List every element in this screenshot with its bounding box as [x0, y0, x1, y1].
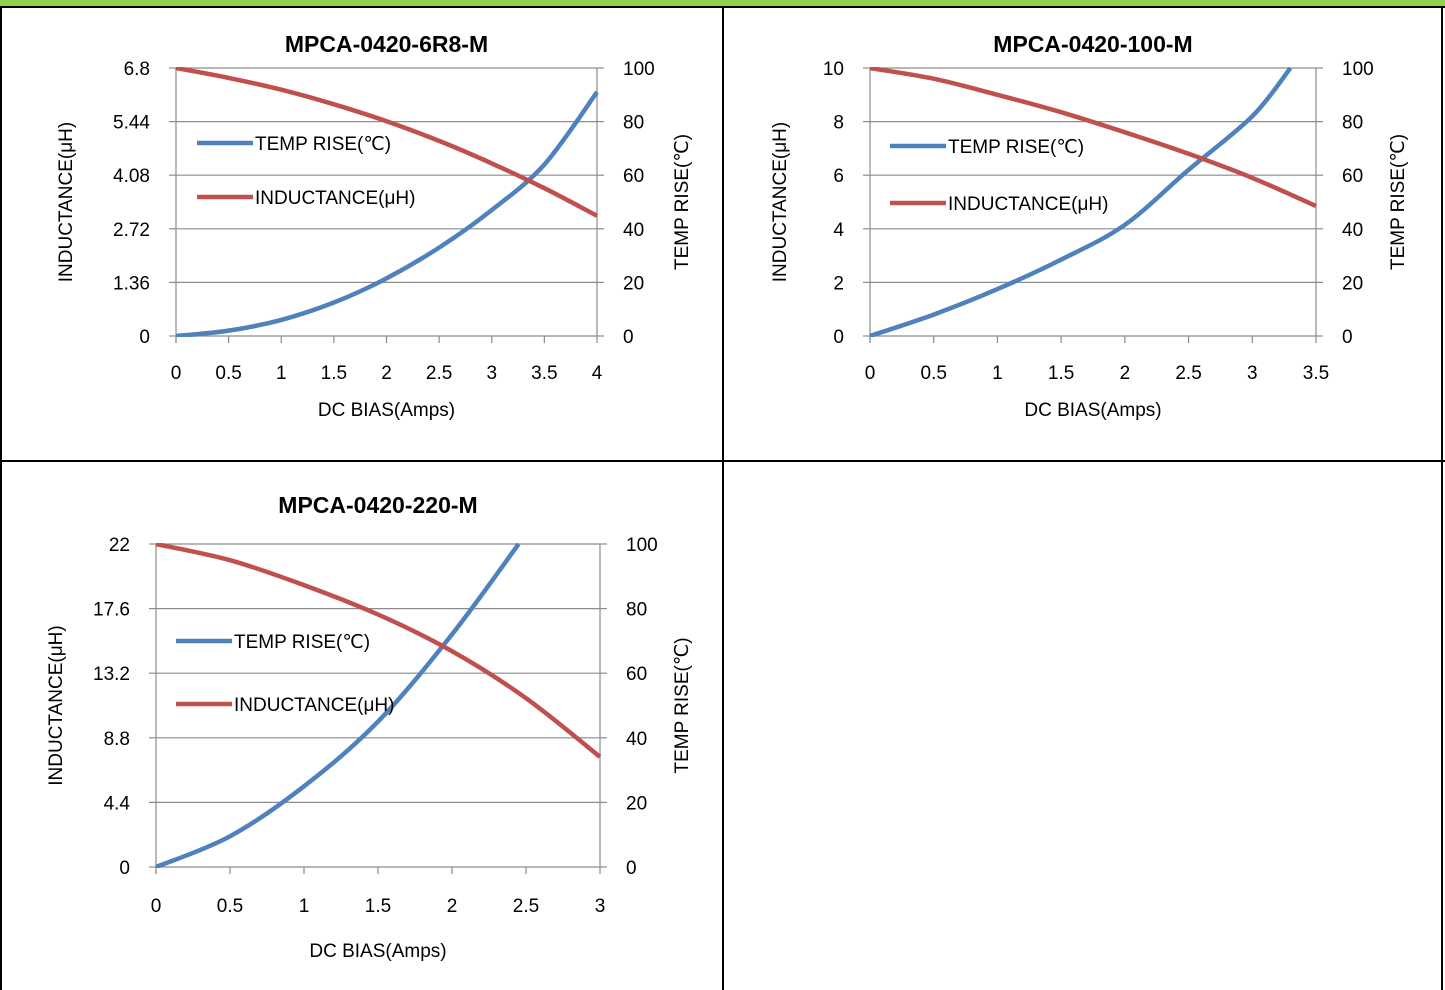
legend-label-temp-rise: TEMP RISE(℃)	[255, 134, 391, 155]
y-left-tick-label: 8	[833, 113, 844, 134]
x-tick-label: 3.5	[531, 363, 557, 384]
y-right-axis-title: TEMP RISE(℃)	[672, 637, 693, 773]
y-right-tick-label: 100	[1342, 59, 1374, 80]
y-right-tick-label: 40	[623, 220, 644, 241]
y-left-axis-title: INDUCTANCE(μH)	[56, 122, 77, 282]
x-tick-label: 1	[992, 363, 1003, 384]
inductance-line	[155, 543, 602, 759]
x-tick-label: 2.5	[1175, 363, 1201, 384]
table-border-right	[1441, 6, 1443, 990]
y-left-tick-label: 4	[833, 220, 844, 241]
x-tick-label: 2	[447, 896, 458, 917]
x-tick-label: 1	[276, 363, 287, 384]
chart-panel-6r8: MPCA-0420-6R8-M0 01.36 202.72 404.08 605.44 8…	[56, 31, 693, 421]
temp-rise-line	[155, 543, 521, 868]
x-axis-title: DC BIAS(Amps)	[1024, 400, 1161, 421]
y-right-tick-label: 60	[623, 166, 644, 187]
y-left-tick-label: 2.72	[113, 220, 150, 241]
y-left-tick-label: 10	[823, 59, 844, 80]
top-accent-bar	[0, 0, 1445, 7]
chart-title: MPCA-0420-6R8-M	[285, 31, 488, 57]
y-right-tick-label: 100	[626, 535, 658, 556]
x-tick-label: 1.5	[1048, 363, 1074, 384]
y-left-tick-label: 6	[833, 166, 844, 187]
y-right-tick-label: 20	[1342, 273, 1363, 294]
y-right-tick-label: 80	[623, 113, 644, 134]
inductance-line	[175, 67, 599, 218]
y-left-tick-label: 8.8	[104, 729, 130, 750]
legend-label-inductance: INDUCTANCE(μH)	[234, 695, 394, 716]
y-left-tick-label: 0	[139, 327, 150, 348]
legend-label-inductance: INDUCTANCE(μH)	[948, 194, 1108, 215]
y-left-tick-label: 1.36	[113, 273, 150, 294]
x-tick-label: 0.5	[215, 363, 241, 384]
x-tick-label: 3.5	[1303, 363, 1329, 384]
y-right-tick-label: 0	[623, 327, 634, 348]
y-right-tick-label: 80	[626, 600, 647, 621]
x-tick-label: 0.5	[921, 363, 947, 384]
x-tick-label: 0	[171, 363, 182, 384]
x-tick-label: 0	[151, 896, 162, 917]
y-right-tick-label: 100	[623, 59, 655, 80]
y-left-tick-label: 17.6	[93, 600, 130, 621]
chart-title: MPCA-0420-100-M	[993, 31, 1192, 57]
y-left-tick-label: 0	[119, 858, 130, 879]
x-tick-label: 3	[486, 363, 497, 384]
y-right-tick-label: 20	[623, 273, 644, 294]
y-right-tick-label: 40	[1342, 220, 1363, 241]
x-tick-label: 3	[1247, 363, 1258, 384]
x-axis-title: DC BIAS(Amps)	[309, 941, 446, 962]
x-tick-label: 1	[299, 896, 310, 917]
y-left-tick-label: 4.4	[104, 793, 131, 814]
y-left-axis-title: INDUCTANCE(μH)	[46, 625, 67, 785]
x-tick-label: 0	[865, 363, 876, 384]
y-right-axis-title: TEMP RISE(℃)	[1388, 134, 1409, 270]
x-tick-label: 2.5	[426, 363, 452, 384]
legend-label-temp-rise: TEMP RISE(℃)	[234, 632, 370, 653]
y-right-tick-label: 0	[1342, 327, 1353, 348]
inductance-line	[869, 67, 1317, 209]
chart-title: MPCA-0420-220-M	[278, 492, 477, 518]
y-right-tick-label: 40	[626, 729, 647, 750]
y-right-tick-label: 0	[626, 858, 637, 879]
x-tick-label: 1.5	[365, 896, 391, 917]
y-left-tick-label: 6.8	[124, 59, 150, 80]
legend-label-temp-rise: TEMP RISE(℃)	[948, 137, 1084, 158]
x-tick-label: 2.5	[513, 896, 539, 917]
y-left-tick-label: 13.2	[93, 664, 130, 685]
x-axis-title: DC BIAS(Amps)	[318, 400, 455, 421]
y-right-tick-label: 60	[626, 664, 647, 685]
y-left-tick-label: 0	[833, 327, 844, 348]
y-left-tick-label: 5.44	[113, 113, 150, 134]
y-left-tick-label: 2	[833, 273, 844, 294]
legend-label-inductance: INDUCTANCE(μH)	[255, 188, 415, 209]
y-left-tick-label: 4.08	[113, 166, 150, 187]
x-tick-label: 2	[381, 363, 392, 384]
table-border-left	[0, 6, 2, 990]
table-divider-vertical	[722, 6, 724, 990]
y-left-axis-title: INDUCTANCE(μH)	[770, 122, 791, 282]
x-tick-label: 2	[1120, 363, 1131, 384]
table-divider-horizontal	[0, 460, 1445, 462]
temp-rise-line	[869, 67, 1293, 337]
y-right-tick-label: 20	[626, 793, 647, 814]
x-tick-label: 0.5	[217, 896, 243, 917]
x-tick-label: 4	[592, 363, 603, 384]
y-left-tick-label: 22	[109, 535, 130, 556]
x-tick-label: 1.5	[321, 363, 347, 384]
y-right-tick-label: 60	[1342, 166, 1363, 187]
empty-cell	[724, 462, 1441, 990]
y-right-axis-title: TEMP RISE(℃)	[672, 134, 693, 270]
temp-rise-line	[175, 90, 599, 337]
y-right-tick-label: 80	[1342, 113, 1363, 134]
x-tick-label: 3	[595, 896, 606, 917]
